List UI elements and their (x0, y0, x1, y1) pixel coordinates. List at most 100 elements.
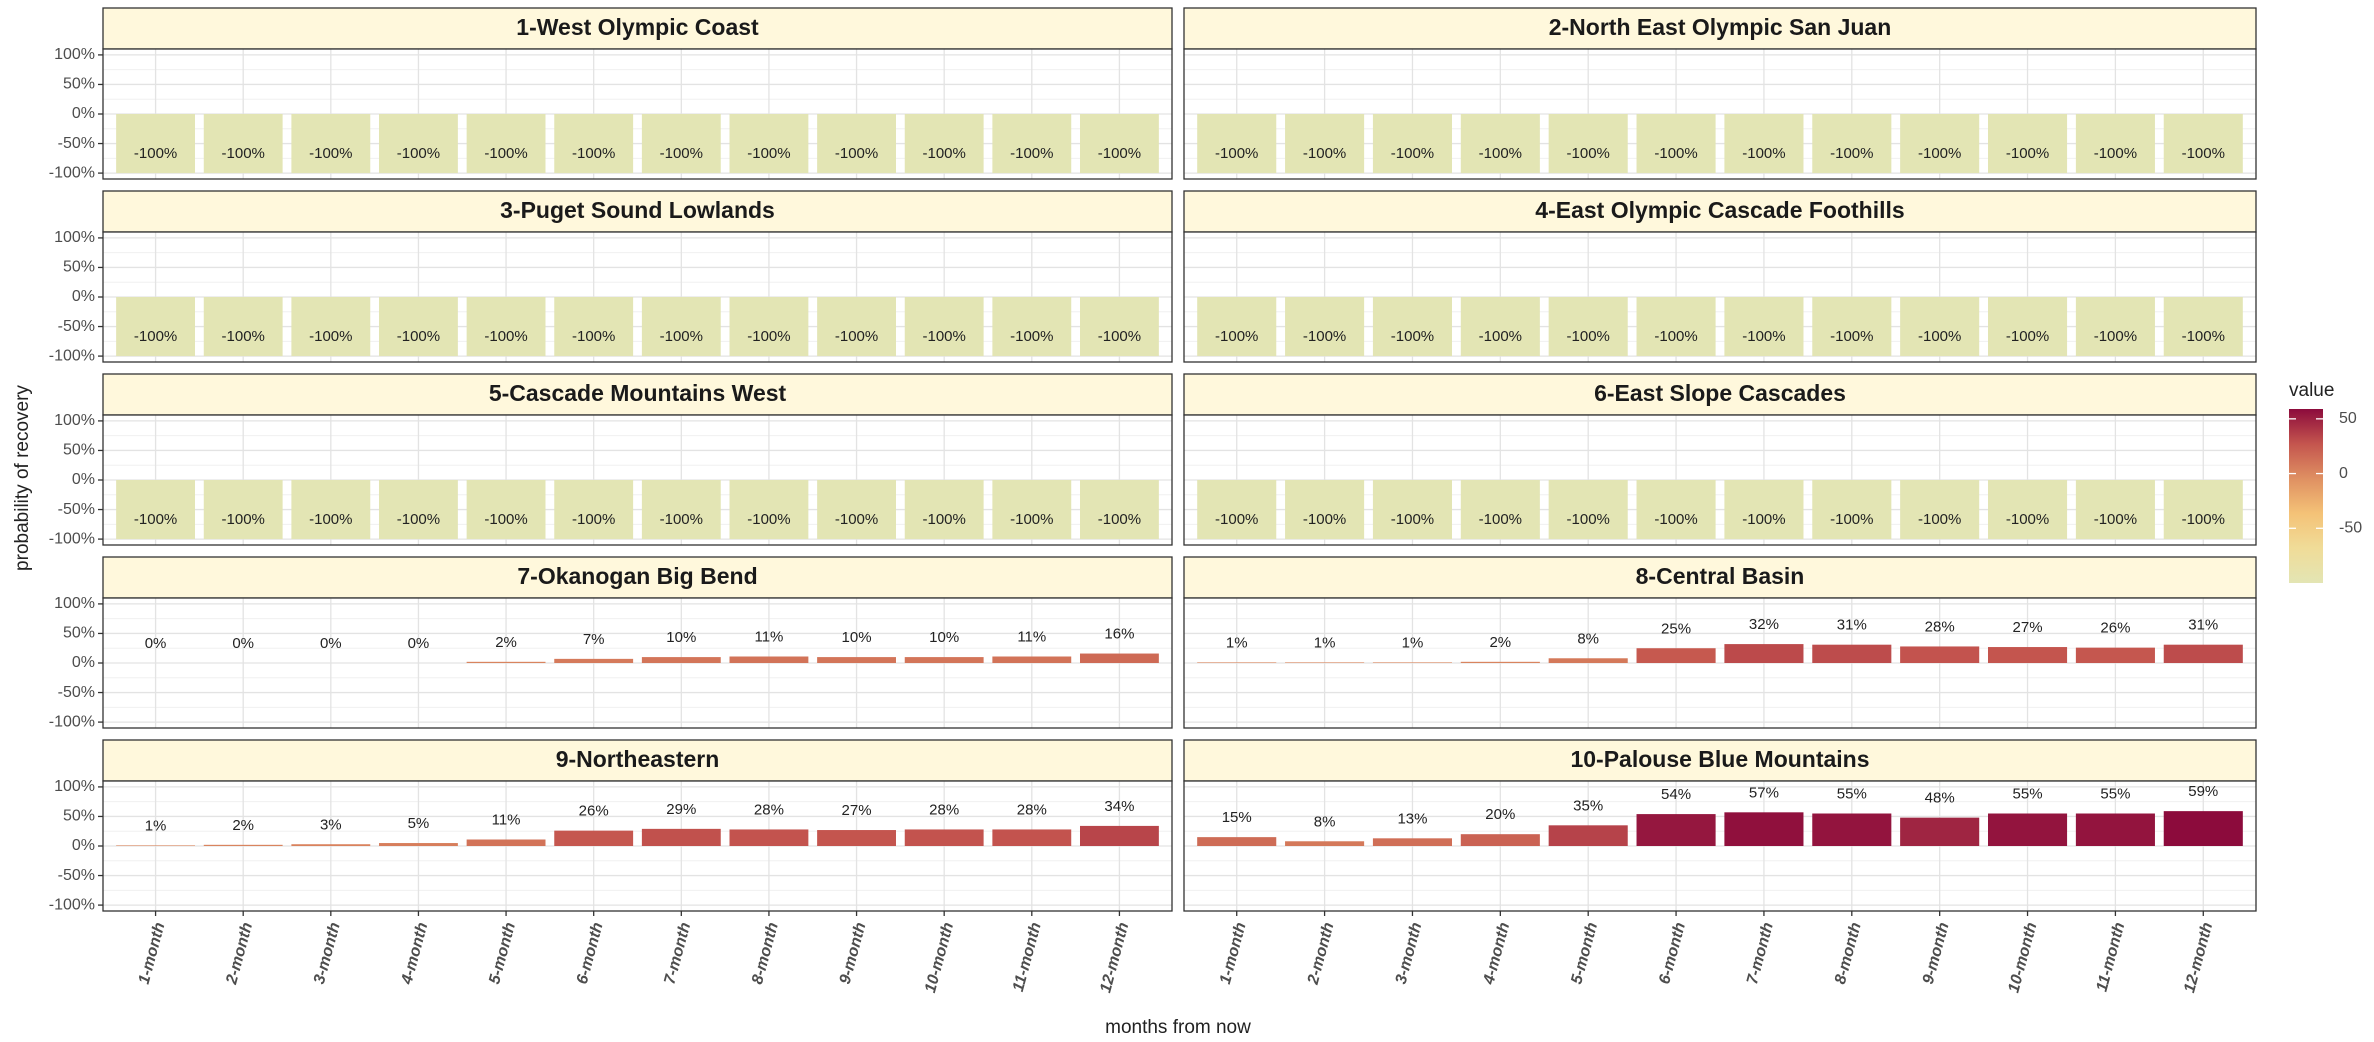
strip-title: 4-East Olympic Cascade Foothills (1535, 197, 1904, 223)
bar-label: -100% (572, 511, 615, 528)
bar-label: -100% (1215, 328, 1258, 345)
x-tick-label: 9-month (1920, 921, 1953, 987)
bar (203, 480, 283, 540)
bar-label: -100% (2182, 511, 2225, 528)
bar-label: 10% (929, 629, 959, 646)
bar-label: -100% (1654, 145, 1697, 162)
bar-label: 26% (579, 803, 609, 820)
bar-label: -100% (2094, 328, 2137, 345)
bar (992, 656, 1072, 663)
bar (116, 845, 196, 846)
bar-label: -100% (1098, 145, 1141, 162)
bar-label: -100% (660, 328, 703, 345)
bar-label: -100% (1098, 511, 1141, 528)
bar (1197, 114, 1277, 174)
bar (817, 830, 896, 846)
bar (1812, 644, 1892, 663)
bar (729, 656, 809, 663)
bar-label: 11% (1017, 629, 1046, 646)
y-tick-label: 50% (63, 442, 95, 459)
bar (1372, 838, 1452, 846)
bar (466, 661, 546, 663)
bar-label: -100% (222, 145, 265, 162)
bar (466, 114, 546, 174)
bar (641, 480, 721, 540)
x-tick-label: 8-month (749, 921, 782, 987)
bar (554, 830, 634, 846)
y-tick-label: -50% (58, 318, 95, 335)
bar (641, 297, 721, 357)
bar-label: -100% (835, 145, 878, 162)
bar (641, 657, 721, 663)
bar (1285, 662, 1365, 663)
bar (904, 480, 984, 540)
y-tick-label: 0% (72, 837, 95, 854)
bar (904, 657, 984, 663)
bar (1988, 480, 2068, 540)
y-tick-label: 0% (72, 471, 95, 488)
panel-border (1183, 231, 2257, 363)
bar (1197, 837, 1277, 846)
bar-label: -100% (1742, 328, 1785, 345)
bar-label: 15% (1222, 809, 1252, 826)
bar (1285, 114, 1365, 174)
bar-label: -100% (2006, 511, 2049, 528)
bar-label: 55% (1837, 786, 1867, 803)
bar-label: 59% (2188, 783, 2218, 800)
bar-label: 8% (1314, 813, 1336, 830)
bar-label: 26% (2100, 620, 2130, 637)
x-tick-label: 6-month (1656, 921, 1689, 987)
bar-label: -100% (1567, 328, 1610, 345)
bar-label: 54% (1661, 786, 1691, 803)
bar (1724, 114, 1804, 174)
bar-label: -100% (484, 511, 527, 528)
bar-label: -100% (484, 145, 527, 162)
bar (554, 114, 634, 174)
bar (116, 114, 196, 174)
bar-label: -100% (309, 145, 352, 162)
colorbar-tick-label: 0 (2339, 465, 2348, 482)
bar (729, 829, 809, 846)
bar-label: -100% (1830, 145, 1873, 162)
bar (1079, 653, 1159, 663)
bar-label: -100% (835, 511, 878, 528)
bar-label: -100% (2094, 511, 2137, 528)
bar-label: -100% (660, 145, 703, 162)
bar (1900, 480, 1980, 540)
bar-label: -100% (923, 511, 966, 528)
bar-label: 57% (1749, 784, 1779, 801)
bar (1197, 480, 1277, 540)
strip-title: 5-Cascade Mountains West (489, 380, 787, 406)
strip (102, 556, 1173, 599)
bar-label: 11% (492, 812, 521, 829)
bar (1900, 817, 1980, 846)
bar (203, 114, 283, 174)
bar-label: 27% (842, 802, 872, 819)
y-tick-label: 50% (63, 259, 95, 276)
bar (1372, 297, 1452, 357)
bar (2075, 297, 2155, 357)
x-tick-label: 10-month (2005, 921, 2040, 995)
bar (291, 844, 371, 846)
bar (2163, 480, 2243, 540)
bar-label: 28% (1017, 802, 1047, 819)
bar (116, 297, 196, 357)
bar (2163, 114, 2243, 174)
x-tick-label: 5-month (486, 921, 519, 987)
bar (1285, 841, 1365, 846)
bar (1900, 297, 1980, 357)
bar (1988, 114, 2068, 174)
panel-border (1183, 48, 2257, 180)
strip-title: 3-Puget Sound Lowlands (500, 197, 775, 223)
bar (1636, 480, 1716, 540)
bar-label: -100% (397, 328, 440, 345)
bar (1460, 480, 1540, 540)
y-tick-label: -100% (49, 713, 95, 730)
bar-label: -100% (2006, 328, 2049, 345)
bar-label: -100% (923, 145, 966, 162)
x-tick-label: 12-month (2181, 921, 2216, 995)
x-axis-title: months from now (1105, 1017, 1251, 1038)
x-tick-label: 11-month (1010, 921, 1045, 994)
y-axis-title: probability of recovery (12, 385, 33, 571)
y-tick-label: 100% (54, 778, 95, 795)
